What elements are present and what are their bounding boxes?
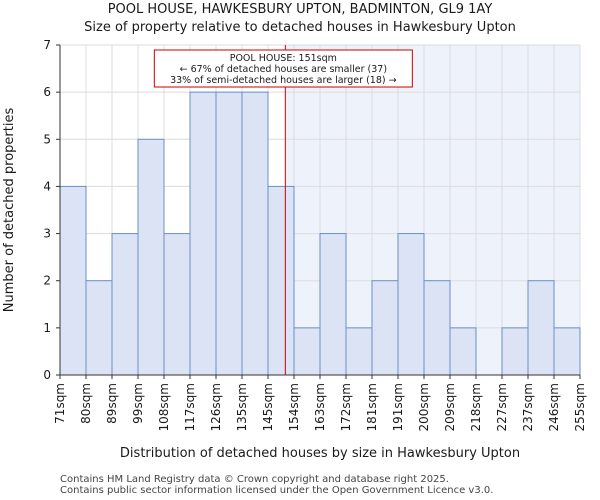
histogram-bar: [137, 138, 165, 376]
x-tick-label: 218sqm: [469, 383, 483, 431]
histogram-bar: [423, 280, 451, 376]
annotation-line: 33% of semi-detached houses are larger (…: [170, 75, 397, 86]
histogram-bar: [319, 233, 347, 376]
x-tick-label: 191sqm: [391, 383, 405, 431]
x-tick-label: 71sqm: [53, 383, 67, 424]
histogram-chart: 0 1 2 3 4 5 6 7 71sqm 80sqm 89sqm 99sqm 108sqm 117sqm…: [2, 38, 587, 461]
x-tick-label: 126sqm: [209, 383, 223, 431]
histogram-bar: [267, 185, 295, 376]
histogram-bar: [345, 327, 373, 376]
annotation-line: ← 67% of detached houses are smaller (37…: [180, 64, 387, 75]
histogram-bar: [163, 233, 191, 376]
y-tick-label: 4: [43, 179, 51, 193]
x-tick-label: 209sqm: [443, 383, 457, 431]
y-tick-label: 6: [43, 85, 51, 99]
x-tick-label: 108sqm: [157, 383, 171, 431]
x-tick-label: 145sqm: [261, 383, 275, 431]
chart-title: POOL HOUSE, HAWKESBURY UPTON, BADMINTON,…: [107, 2, 493, 17]
x-tick-label: 255sqm: [573, 383, 587, 431]
x-tick-label: 89sqm: [105, 383, 119, 424]
x-tick-label: 80sqm: [79, 383, 93, 424]
histogram-bar: [59, 185, 87, 376]
histogram-bar: [189, 91, 217, 376]
x-tick-label: 181sqm: [365, 383, 379, 431]
x-tick-label: 237sqm: [521, 383, 535, 431]
x-axis-label: Distribution of detached houses by size …: [120, 446, 520, 461]
y-tick-label: 3: [43, 227, 51, 241]
y-tick-label: 0: [43, 368, 51, 382]
footer-attribution-1: Contains HM Land Registry data © Crown c…: [60, 474, 449, 485]
annotation-box: [153, 49, 413, 88]
y-tick-label: 1: [43, 321, 51, 335]
histogram-bar: [501, 327, 529, 376]
x-tick-label: 135sqm: [235, 383, 249, 431]
y-tick-label: 5: [43, 132, 51, 146]
x-tick-label: 154sqm: [287, 383, 301, 431]
histogram-bar: [527, 280, 555, 376]
histogram-bar: [85, 280, 113, 376]
y-tick-label: 7: [43, 38, 51, 52]
chart-subtitle: Size of property relative to detached ho…: [84, 20, 516, 35]
x-tick-label: 163sqm: [313, 383, 327, 431]
x-tick-label: 246sqm: [547, 383, 561, 431]
x-tick-label: 117sqm: [183, 383, 197, 431]
histogram-bar: [293, 327, 321, 376]
histogram-bar: [371, 280, 399, 376]
histogram-bar: [111, 233, 139, 376]
histogram-bar: [397, 233, 425, 376]
histogram-bar: [215, 91, 243, 376]
x-tick-label: 172sqm: [339, 383, 353, 431]
y-axis-label: Number of detached properties: [2, 108, 17, 313]
histogram-bar: [241, 91, 269, 376]
histogram-bar: [553, 327, 581, 376]
x-tick-label: 227sqm: [495, 383, 509, 431]
histogram-bar: [449, 327, 477, 376]
annotation-line: POOL HOUSE: 151sqm: [230, 53, 337, 64]
x-tick-label: 99sqm: [131, 383, 145, 424]
footer-attribution-2: Contains public sector information licen…: [60, 485, 494, 496]
x-tick-label: 200sqm: [417, 383, 431, 431]
y-tick-label: 2: [43, 274, 51, 288]
